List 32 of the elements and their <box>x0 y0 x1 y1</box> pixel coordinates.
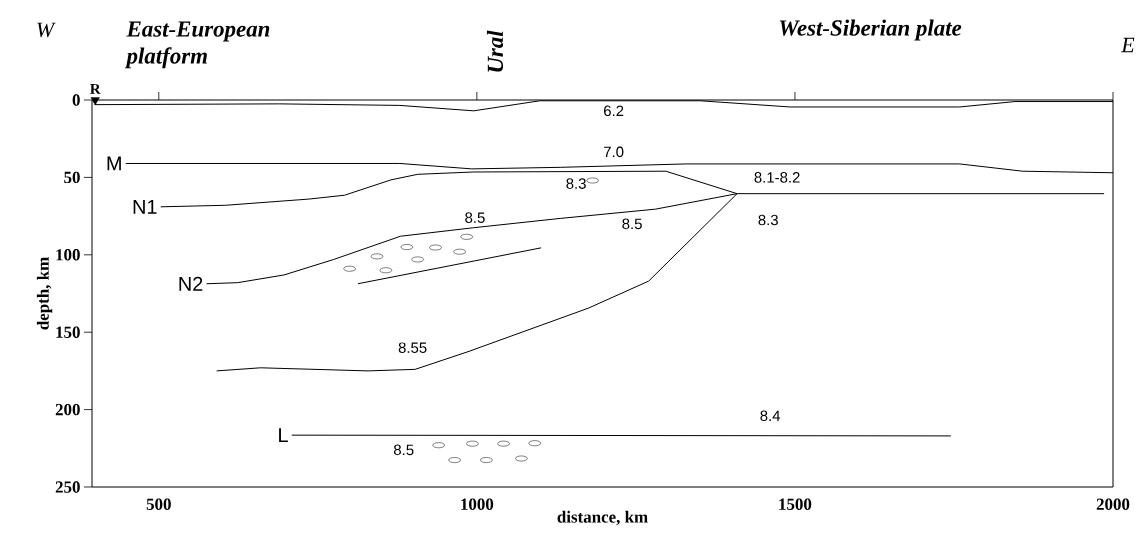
annotation: 8.55 <box>398 342 427 353</box>
x-tick-label: 2000 <box>1096 498 1130 510</box>
annotation: 8.3 <box>566 178 586 189</box>
annotation: 8.3 <box>758 214 778 226</box>
annotation: 8.5 <box>465 212 485 223</box>
series-label: N2 <box>179 276 203 291</box>
y-tick-label: 50 <box>64 171 80 184</box>
annotation: 8.5 <box>622 218 642 230</box>
annotation: 8.4 <box>760 410 781 422</box>
y-tick-label: 250 <box>55 481 80 493</box>
x-tick-label: 500 <box>146 498 171 510</box>
y-tick-label: 100 <box>56 249 80 261</box>
x-axis-title: distance, km <box>557 510 648 526</box>
series-label: N1 <box>133 199 157 214</box>
y-tick-label: 0 <box>72 94 80 106</box>
y-tick-label: 150 <box>56 326 80 338</box>
y-tick-label: 200 <box>55 403 80 416</box>
text: West-Siberian plate <box>779 19 962 41</box>
annotation: 8.1-8.2 <box>754 172 800 183</box>
x-tick-label: 1000 <box>461 498 494 510</box>
text: E <box>1121 37 1135 53</box>
annotation: 8.5 <box>393 444 414 456</box>
annotation: 7.0 <box>604 146 624 158</box>
series-label: R <box>90 84 101 94</box>
x-tick-label: 1500 <box>779 498 812 510</box>
text: W <box>37 22 56 38</box>
series-label: L <box>279 428 288 442</box>
annotation: 6.2 <box>604 105 624 117</box>
legend-label: M <box>107 156 121 171</box>
y-axis-title: depth, km <box>36 257 53 330</box>
text: Ural <box>486 30 504 72</box>
text: East-European platform <box>124 21 270 69</box>
